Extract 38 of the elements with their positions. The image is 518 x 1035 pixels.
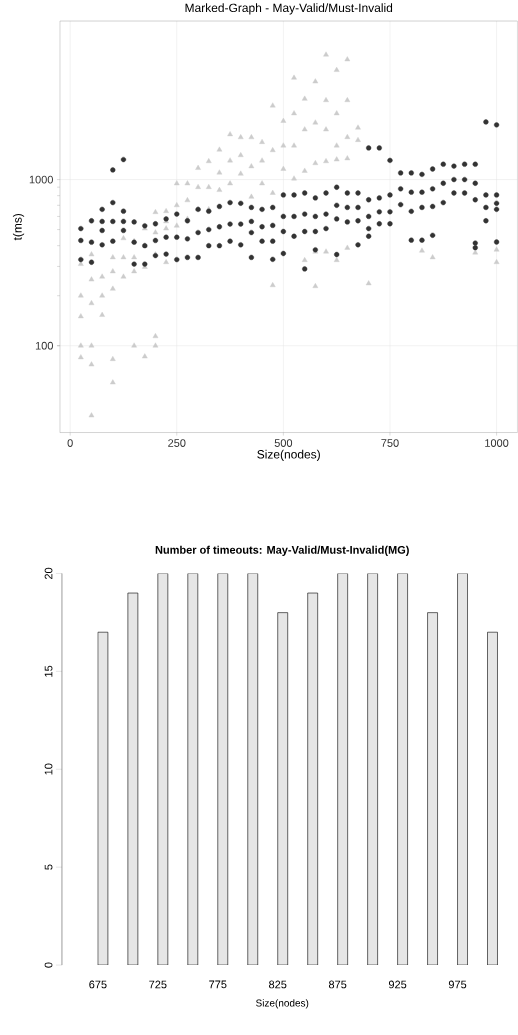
bar — [307, 592, 319, 966]
x-tick-label: 825 — [269, 980, 287, 989]
x-tick-label: 675 — [89, 980, 107, 989]
x-axis-title: Size(nodes) — [256, 999, 309, 1009]
bar — [337, 573, 349, 966]
y-tick-label: 15 — [44, 665, 53, 677]
y-tick-label: 10 — [44, 763, 53, 775]
x-axis-title: Size(nodes) — [257, 449, 321, 461]
bar — [157, 573, 169, 966]
bar — [187, 573, 199, 966]
x-tick-label: 925 — [389, 980, 407, 989]
x-tick-label: 0 — [67, 439, 73, 447]
bar — [277, 612, 289, 966]
y-tick-label: 1000 — [29, 175, 54, 184]
y-tick-label: 100 — [36, 341, 54, 350]
y-axis-title: t(ms) — [13, 213, 25, 241]
bar — [127, 592, 139, 966]
y-tick-label: 5 — [44, 864, 53, 870]
chart-title: Marked-Graph - May-Valid/Must-Invalid — [185, 3, 393, 15]
bar — [487, 631, 498, 966]
x-tick-label: 250 — [168, 439, 186, 447]
chart-title: Number of timeouts: May-Valid/Must-Invalid(MG) — [155, 545, 410, 556]
y-tick-label: 20 — [44, 567, 53, 580]
x-tick-label: 775 — [209, 980, 227, 989]
x-tick-label: 975 — [449, 980, 467, 989]
x-tick-label: 725 — [149, 980, 167, 989]
bar — [367, 573, 379, 966]
bar — [457, 573, 468, 966]
bar — [427, 612, 438, 966]
bar — [97, 631, 109, 966]
bar — [217, 573, 229, 966]
bar — [247, 573, 259, 966]
y-tick-label: 0 — [44, 962, 53, 968]
x-tick-label: 1000 — [485, 439, 509, 447]
x-tick-label: 875 — [329, 980, 347, 989]
x-tick-label: 750 — [381, 439, 399, 447]
bar — [397, 573, 409, 966]
x-tick-label: 500 — [274, 439, 293, 447]
